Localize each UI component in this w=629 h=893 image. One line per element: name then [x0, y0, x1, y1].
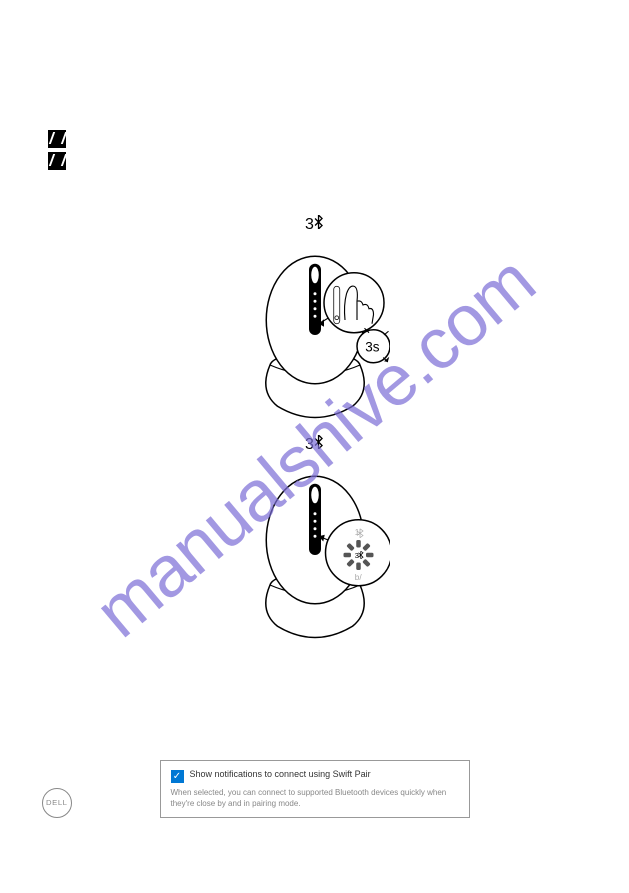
svg-text:3s: 3s — [365, 340, 380, 355]
swift-pair-panel: Show notifications to connect using Swif… — [160, 760, 470, 818]
svg-text:b/: b/ — [354, 573, 362, 582]
note-icons-group — [48, 130, 66, 174]
mouse-diagram-press: 3s — [240, 230, 390, 440]
note-icon — [48, 130, 66, 148]
note-icon — [48, 152, 66, 170]
swift-pair-checkbox[interactable] — [171, 770, 184, 783]
dell-logo-text: DELL — [46, 800, 67, 807]
swift-pair-description: When selected, you can connect to suppor… — [171, 788, 459, 809]
figure-mouse-blink: 3 1 — [240, 450, 390, 665]
figure-mouse-press: 3 3s — [240, 230, 390, 445]
bluetooth-icon — [314, 215, 324, 229]
mouse-diagram-blink: 1 3 b/ — [240, 450, 390, 660]
dell-logo: DELL — [42, 788, 72, 818]
bluetooth-icon — [314, 435, 324, 449]
swift-pair-label: Show notifications to connect using Swif… — [190, 769, 371, 779]
svg-text:3: 3 — [354, 551, 358, 560]
